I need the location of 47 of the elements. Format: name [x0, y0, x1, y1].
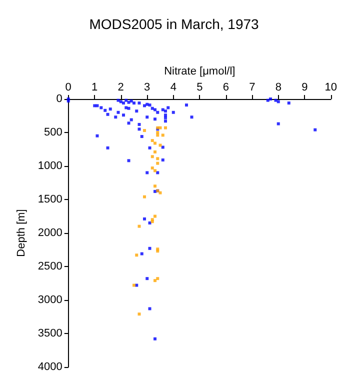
point [150, 139, 154, 142]
chart-title: MODS2005 in March, 1973 [89, 16, 260, 32]
point [135, 254, 138, 257]
point [154, 214, 156, 218]
x-tick-label: 2 [118, 82, 124, 94]
x-tick-label: 9 [302, 82, 308, 94]
point [156, 277, 160, 280]
point [161, 134, 164, 137]
point [138, 224, 141, 228]
point [138, 312, 141, 316]
point [154, 279, 156, 282]
point [132, 284, 136, 287]
point [156, 134, 160, 137]
x-tick-label: 6 [222, 82, 229, 94]
x-tick-label: 5 [196, 82, 203, 94]
point [154, 184, 156, 188]
y-tick-label: 4000 [38, 361, 62, 373]
x-tick-label: 8 [275, 82, 282, 94]
point [156, 162, 160, 165]
point [158, 144, 162, 147]
point [154, 150, 156, 154]
point [154, 169, 156, 172]
y-tick-label: 3500 [38, 328, 62, 340]
point [143, 195, 146, 198]
x-axis-title: Nitrate [μmol/l] [164, 66, 236, 78]
point [150, 155, 154, 158]
point [158, 126, 162, 130]
y-tick-label: 500 [44, 126, 62, 138]
x-tick-label: 3 [144, 82, 150, 94]
x-tick-label: 4 [170, 82, 176, 94]
point [156, 157, 160, 160]
point [164, 126, 167, 130]
y-tick-label: 3000 [38, 294, 62, 306]
x-tick-label: 7 [249, 82, 256, 94]
y-tick-label: 0 [56, 93, 62, 105]
x-tick-label: 1 [92, 82, 98, 94]
point [154, 142, 156, 145]
point [158, 191, 162, 194]
point [143, 128, 146, 132]
y-tick-label: 2500 [38, 260, 62, 272]
y-tick-label: 1500 [38, 194, 62, 206]
point [150, 166, 154, 170]
y-axis-title: Depth [m] [16, 209, 28, 257]
x-tick-label: 10 [324, 82, 338, 94]
x-tick-label: 0 [65, 82, 72, 94]
y-tick-label: 2000 [38, 227, 62, 239]
y-tick-label: 1000 [38, 160, 62, 172]
